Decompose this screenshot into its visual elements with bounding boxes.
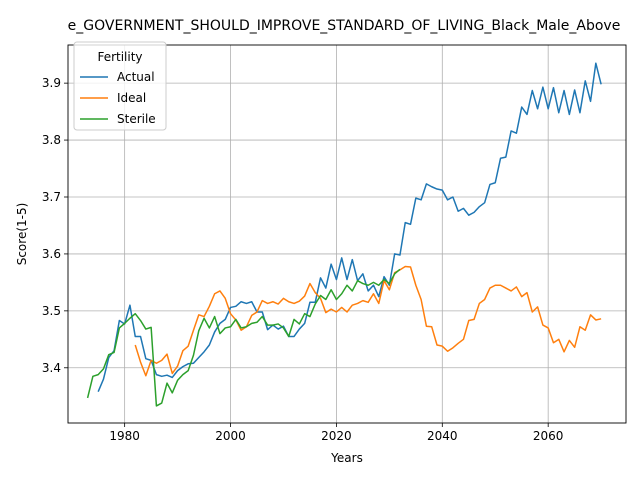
legend-label-ideal: Ideal <box>117 91 146 105</box>
chart-title: e_GOVERNMENT_SHOULD_IMPROVE_STANDARD_OF_… <box>68 18 621 34</box>
x-tick-label: 2000 <box>215 429 246 443</box>
series-line-actual <box>98 63 601 391</box>
x-tick-label: 2020 <box>321 429 352 443</box>
y-tick-label: 3.6 <box>42 247 61 261</box>
legend-label-actual: Actual <box>117 70 155 84</box>
legend-title: Fertility <box>97 50 142 64</box>
x-axis-label: Years <box>330 451 363 465</box>
x-tick-label: 1980 <box>109 429 140 443</box>
x-ticks: 1980 2000 2020 2040 2060 <box>109 423 563 443</box>
x-tick-label: 2040 <box>427 429 458 443</box>
y-tick-label: 3.7 <box>42 190 61 204</box>
y-tick-label: 3.4 <box>42 361 61 375</box>
y-tick-label: 3.8 <box>42 133 61 147</box>
legend-label-sterile: Sterile <box>117 112 156 126</box>
legend: Fertility Actual Ideal Sterile <box>74 42 166 130</box>
y-ticks: 3.4 3.5 3.6 3.7 3.8 3.9 <box>42 76 68 375</box>
grid-x <box>125 45 549 423</box>
y-tick-label: 3.5 <box>42 304 61 318</box>
x-tick-label: 2060 <box>533 429 564 443</box>
series-line-sterile <box>88 269 400 406</box>
y-tick-label: 3.9 <box>42 76 61 90</box>
y-axis-label: Score(1-5) <box>15 203 29 266</box>
